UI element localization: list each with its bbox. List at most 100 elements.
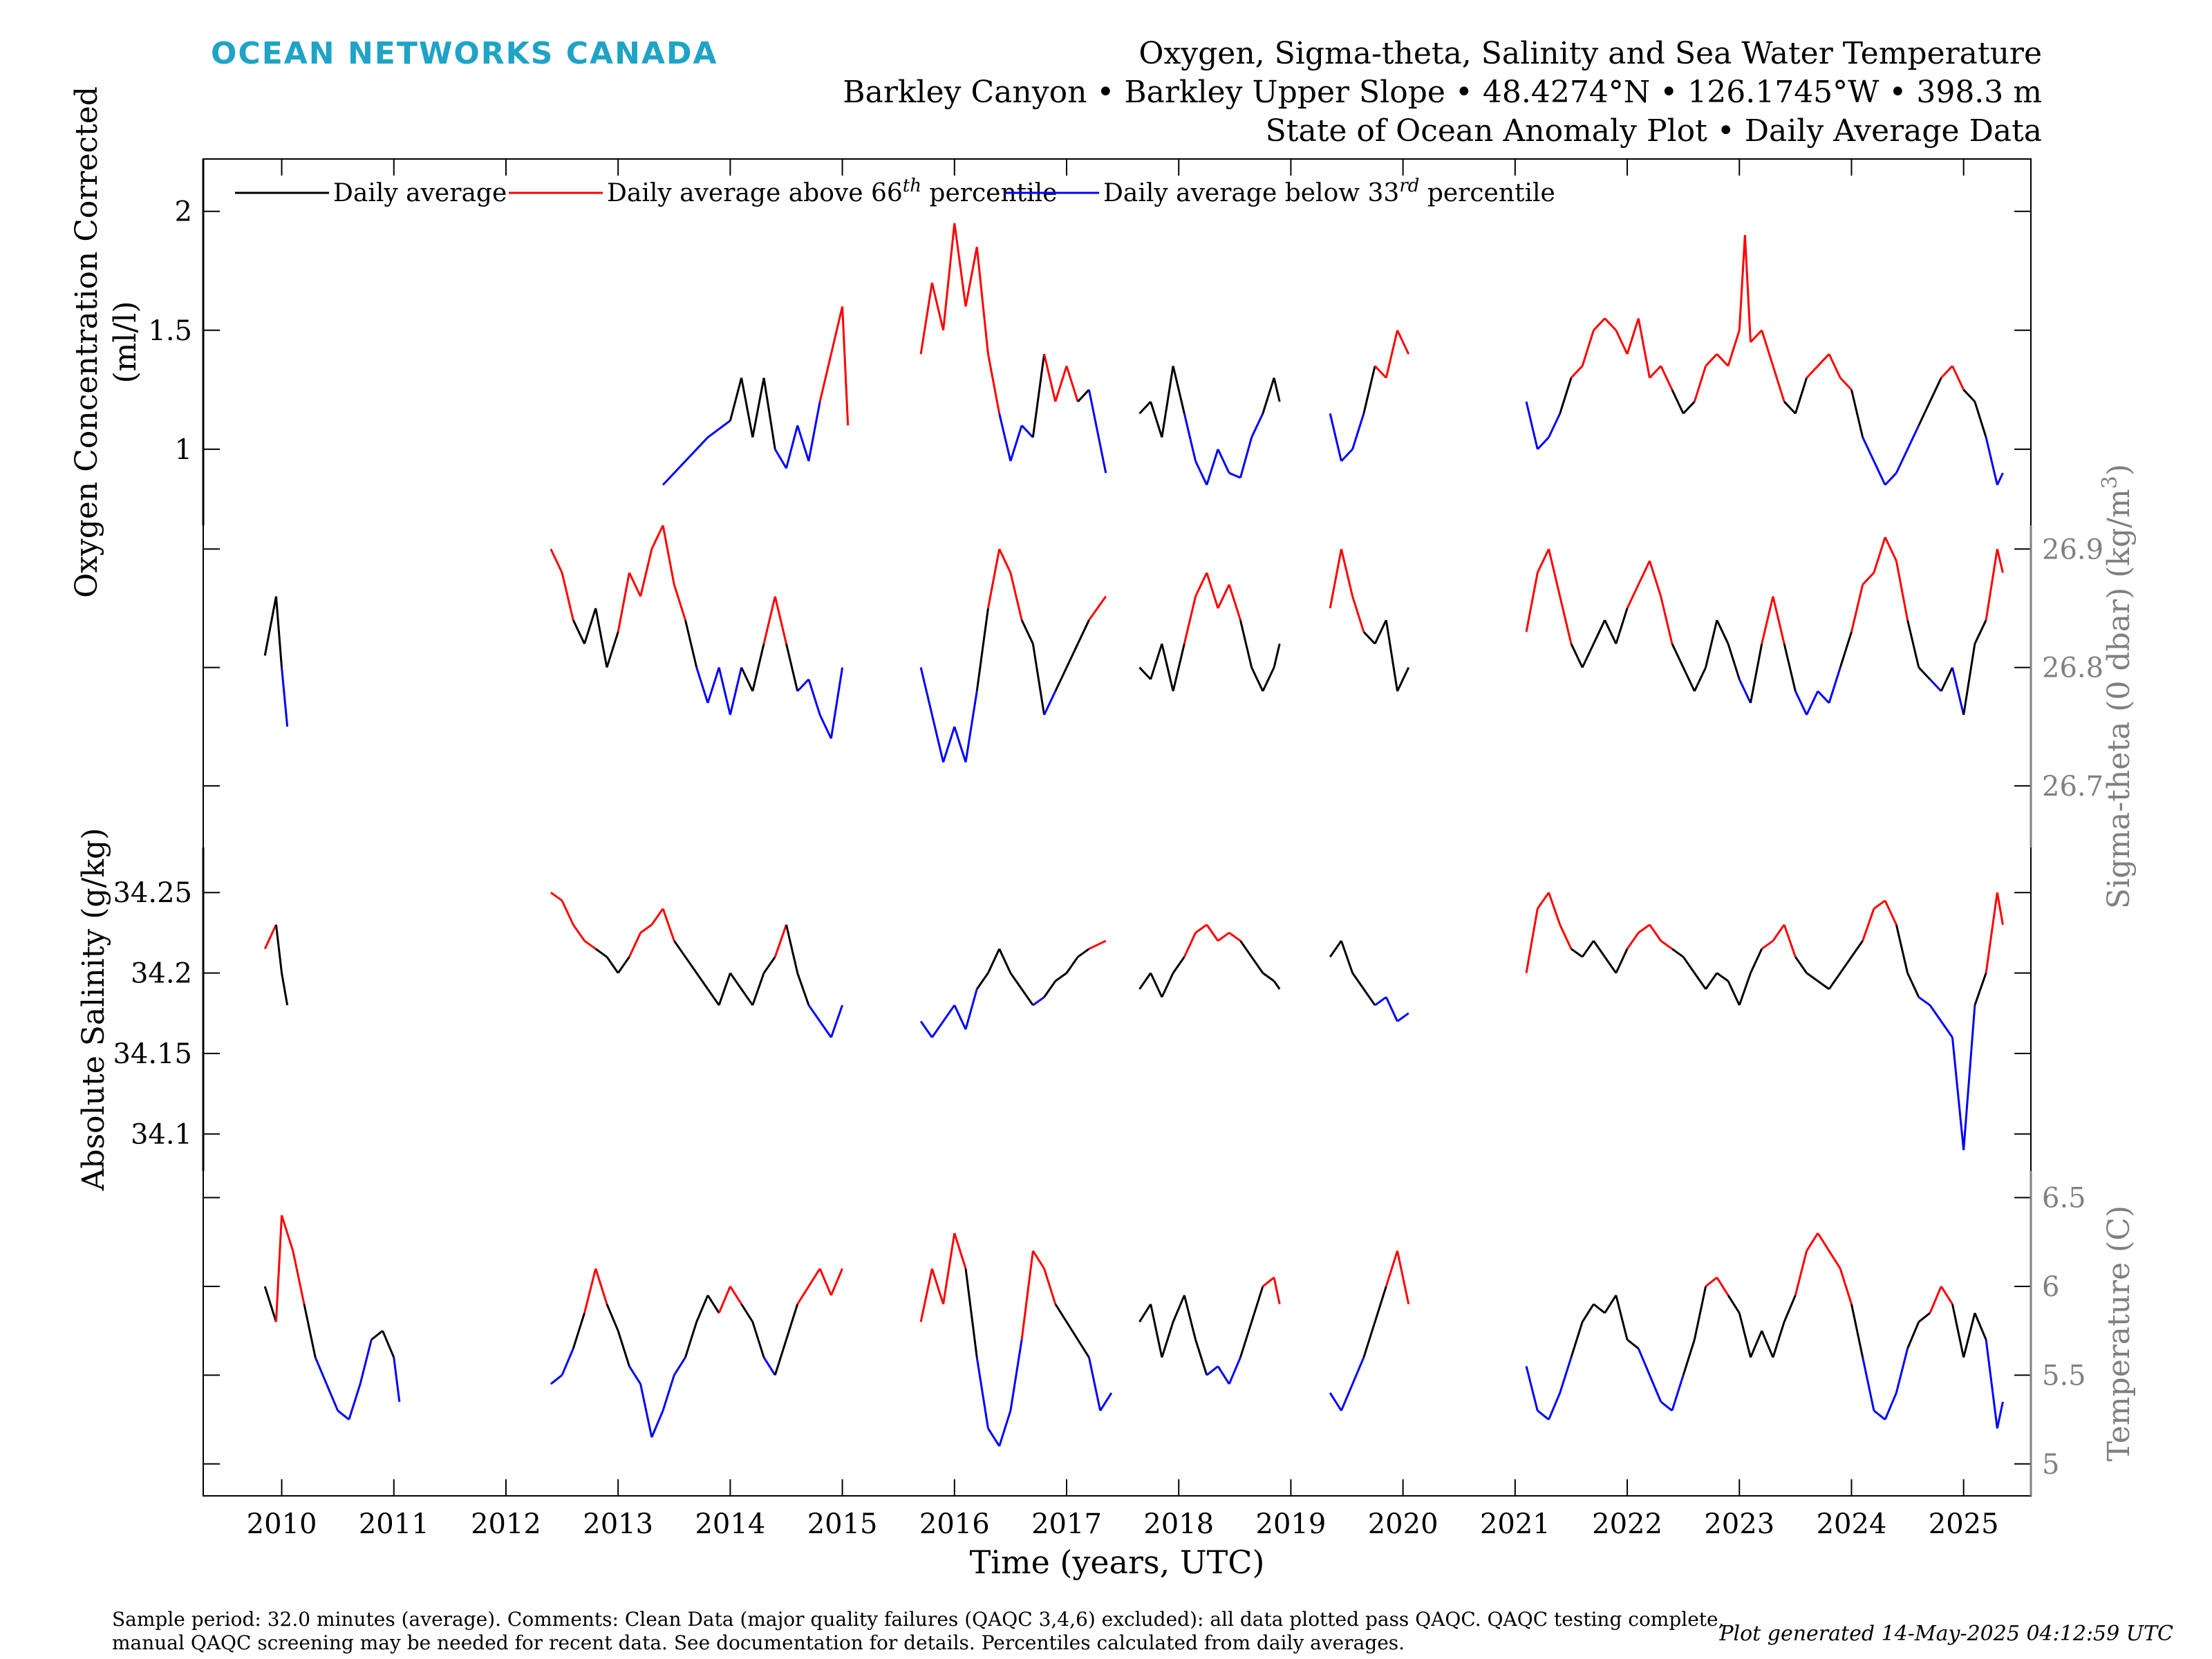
data-line-segment [1559,924,1573,950]
data-line-segment [1262,1276,1275,1288]
data-line-segment [1716,353,1730,367]
data-line-segment [684,619,698,668]
data-line-segment [1649,365,1662,379]
data-line-segment [1682,666,1696,692]
data-line-segment [1906,619,1920,668]
data-line-segment [1239,1321,1253,1358]
data-line-segment [976,972,989,990]
data-line-segment [606,956,619,974]
data-line-segment [274,1215,283,1322]
data-line-segment [1340,548,1354,597]
data-line-segment [1351,1357,1365,1385]
data-line-segment [930,282,945,331]
y-tick-label: 34.15 [113,1038,192,1070]
data-line-segment [1839,631,1853,668]
x-tick-label: 2015 [807,1508,878,1540]
data-line-segment [583,939,597,950]
data-line-segment [998,1410,1012,1447]
x-tick-label: 2014 [695,1508,765,1540]
data-line-segment [1660,1400,1673,1412]
data-line-segment [1351,413,1365,450]
data-line-segment [583,1268,597,1313]
data-line-segment [1250,956,1264,974]
plot-type-subtitle: State of Ocean Anomaly Plot • Daily Aver… [1265,113,2042,149]
data-line-segment [1783,643,1797,692]
y-tick-label: 6 [2042,1271,2059,1303]
data-line-segment [1839,956,1853,974]
data-line-segment [785,924,799,973]
data-line-segment [751,1321,765,1358]
data-line-segment [1637,560,1651,585]
legend-entry: Daily average above 66th percentile [607,176,1057,207]
data-line-segment [1940,365,1953,379]
data-line-segment [1750,329,1763,344]
data-line-segment [1138,972,1152,990]
y-axis-label: Temperature (C) [2101,1206,2137,1461]
data-line-segment [1895,449,1909,474]
data-line-segment [987,1427,1000,1447]
data-line-segment [1362,1321,1376,1358]
data-line-segment [1817,353,1830,367]
data-line-segment [718,1286,731,1314]
data-line-segment [729,377,743,421]
data-line-segment [1761,939,1774,950]
data-line-segment [1750,644,1763,704]
data-line-segment [718,667,731,715]
data-line-segment [1985,1339,1998,1429]
data-line-segment [1604,956,1618,974]
data-line-segment [1862,437,1875,462]
plot-frame [203,158,2032,1497]
data-line-segment [1385,619,1399,692]
data-line-segment [1228,1357,1241,1385]
data-line-segment [1604,619,1618,644]
chart-title: Oxygen, Sigma-theta, Salinity and Sea Wa… [1138,36,2042,71]
data-line-segment [830,306,844,355]
ocean-networks-canada-logo: OCEAN NETWORKS CANADA [211,36,718,71]
data-line-segment [785,425,799,469]
y-tick-label: 34.25 [113,877,192,909]
data-line-segment [1817,690,1830,704]
data-line-segment [751,643,765,692]
x-tick-label: 2016 [919,1508,990,1540]
x-tick-label: 2012 [471,1508,541,1540]
data-line-segment [673,584,686,621]
data-line-segment [1537,1409,1550,1421]
data-line-segment [1615,1295,1629,1340]
data-line-segment [1138,1303,1152,1323]
data-line-segment [1884,472,1897,486]
data-line-segment [796,1286,810,1305]
data-line-segment [751,377,765,438]
plot-generated-timestamp: Plot generated 14-May-2025 04:12:59 UTC [1719,1622,2173,1646]
y-tick-label: 1.5 [148,315,192,347]
data-line-segment [348,1383,362,1421]
data-line-segment [1873,460,1886,486]
data-line-segment [740,1303,754,1323]
data-line-segment [695,667,709,704]
data-line-segment [594,608,608,668]
data-line-segment [1020,988,1034,1006]
data-line-segment [1032,996,1045,1006]
data-line-segment [1615,948,1629,974]
data-line-segment [1150,972,1163,998]
data-line-segment [729,1286,742,1305]
data-line-segment [1250,1286,1264,1322]
data-line-segment [1065,956,1079,974]
data-line-segment [706,1294,720,1314]
data-line-segment [1705,619,1718,668]
data-line-segment [1929,1286,1942,1314]
data-line-segment [796,425,810,462]
data-line-segment [1649,1374,1662,1403]
y-axis-label: (ml/l) [108,301,143,383]
data-line-segment [650,525,664,550]
data-line-segment [1525,908,1539,973]
data-line-segment [1951,1304,1965,1358]
data-line-segment [1772,924,1785,941]
data-line-segment [1161,643,1174,692]
data-line-segment [1217,932,1230,942]
data-line-segment [1738,679,1752,704]
data-line-segment [953,1232,967,1269]
data-line-segment [785,643,799,692]
data-line-segment [1043,980,1057,998]
data-line-segment [1693,1286,1707,1340]
data-line-segment [1806,1232,1819,1252]
